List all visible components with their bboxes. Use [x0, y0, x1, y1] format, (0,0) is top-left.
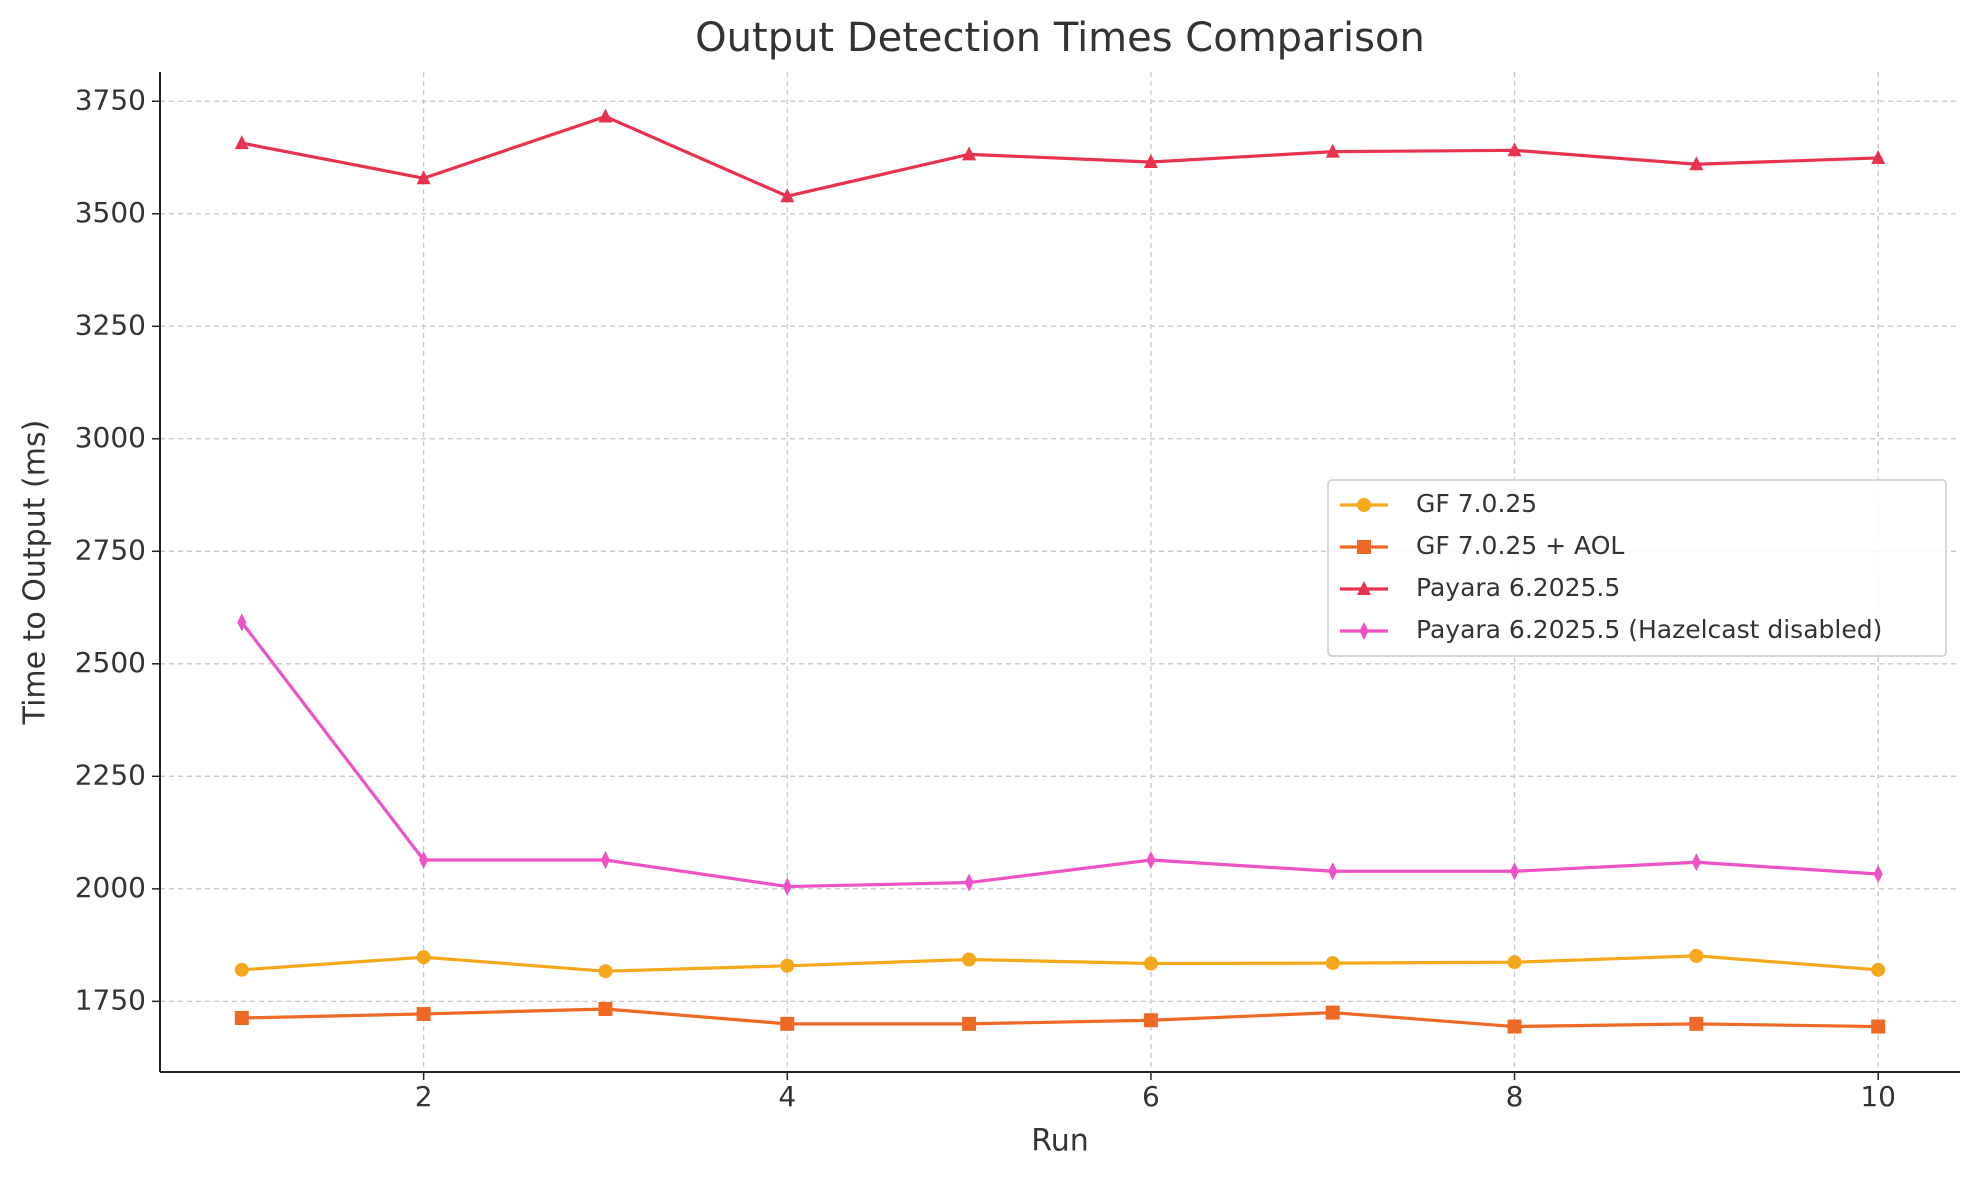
x-tick-label: 4	[778, 1080, 796, 1113]
data-point	[1871, 1019, 1886, 1034]
data-point	[1507, 142, 1522, 157]
y-tick-label: 3250	[75, 308, 146, 341]
legend: GF 7.0.25 GF 7.0.25 + AOL Payara 6.2025.5 P…	[1327, 479, 1947, 657]
data-point	[1871, 962, 1886, 977]
data-point	[1507, 1019, 1522, 1034]
legend-marker	[1357, 581, 1371, 595]
data-point	[780, 188, 795, 203]
data-point	[1689, 948, 1704, 963]
data-point	[598, 964, 613, 979]
data-point	[962, 952, 977, 967]
data-point	[416, 1006, 431, 1021]
y-tick-label: 1750	[75, 983, 146, 1016]
data-point	[780, 1016, 795, 1031]
data-point	[234, 1010, 249, 1025]
y-tick-label: 3750	[75, 83, 146, 116]
data-point	[1328, 862, 1338, 881]
data-point	[1689, 1016, 1704, 1031]
data-point	[234, 962, 249, 977]
data-point	[234, 135, 249, 150]
y-tick-label: 2750	[75, 533, 146, 566]
data-point	[1325, 143, 1340, 158]
legend-marker	[1359, 622, 1369, 640]
legend-label: Payara 6.2025.5	[1416, 573, 1620, 602]
data-point	[416, 170, 431, 185]
x-tick-label: 10	[1860, 1080, 1896, 1113]
y-tick-label: 3000	[75, 421, 146, 454]
legend-label: GF 7.0.25 + AOL	[1416, 531, 1624, 560]
data-point	[1873, 864, 1883, 883]
x-tick-label: 2	[415, 1080, 433, 1113]
data-point	[964, 873, 974, 892]
x-tick-label: 8	[1506, 1080, 1524, 1113]
y-tick-label: 2500	[75, 646, 146, 679]
data-point	[600, 851, 611, 870]
series-line	[241, 114, 1879, 198]
data-point	[598, 1001, 613, 1016]
legend-marker	[1357, 540, 1371, 554]
y-tick-label: 2250	[75, 758, 146, 791]
data-point	[419, 851, 429, 870]
data-point	[1509, 862, 1520, 881]
data-point	[1146, 851, 1156, 870]
data-point	[1143, 1013, 1158, 1028]
data-point	[416, 950, 431, 965]
data-point	[1143, 956, 1158, 971]
data-point	[962, 1016, 977, 1031]
series-line	[240, 621, 1879, 889]
data-point	[1689, 156, 1704, 171]
data-point	[1691, 853, 1701, 872]
y-axis-label: Time to Output (ms)	[18, 420, 53, 726]
y-tick-label: 2000	[75, 871, 146, 904]
data-point	[782, 877, 792, 896]
x-axis-label: Run	[1031, 1124, 1089, 1159]
data-point	[1507, 955, 1522, 970]
data-point	[1325, 1005, 1340, 1020]
legend-marker	[1357, 498, 1371, 512]
data-point	[598, 108, 613, 123]
chart-title: Output Detection Times Comparison	[695, 15, 1425, 61]
series-line	[241, 1007, 1879, 1029]
legend-box	[1327, 479, 1947, 657]
legend-label: Payara 6.2025.5 (Hazelcast disabled)	[1416, 615, 1882, 644]
data-point	[780, 958, 795, 973]
data-point	[1143, 154, 1158, 169]
y-tick-label: 3500	[75, 196, 146, 229]
data-point	[962, 146, 977, 161]
legend-label: GF 7.0.25	[1416, 489, 1537, 518]
data-point	[237, 613, 247, 632]
x-tick-label: 6	[1142, 1080, 1160, 1113]
data-point	[1325, 956, 1340, 971]
data-point	[1871, 149, 1886, 164]
series-line	[241, 954, 1879, 973]
